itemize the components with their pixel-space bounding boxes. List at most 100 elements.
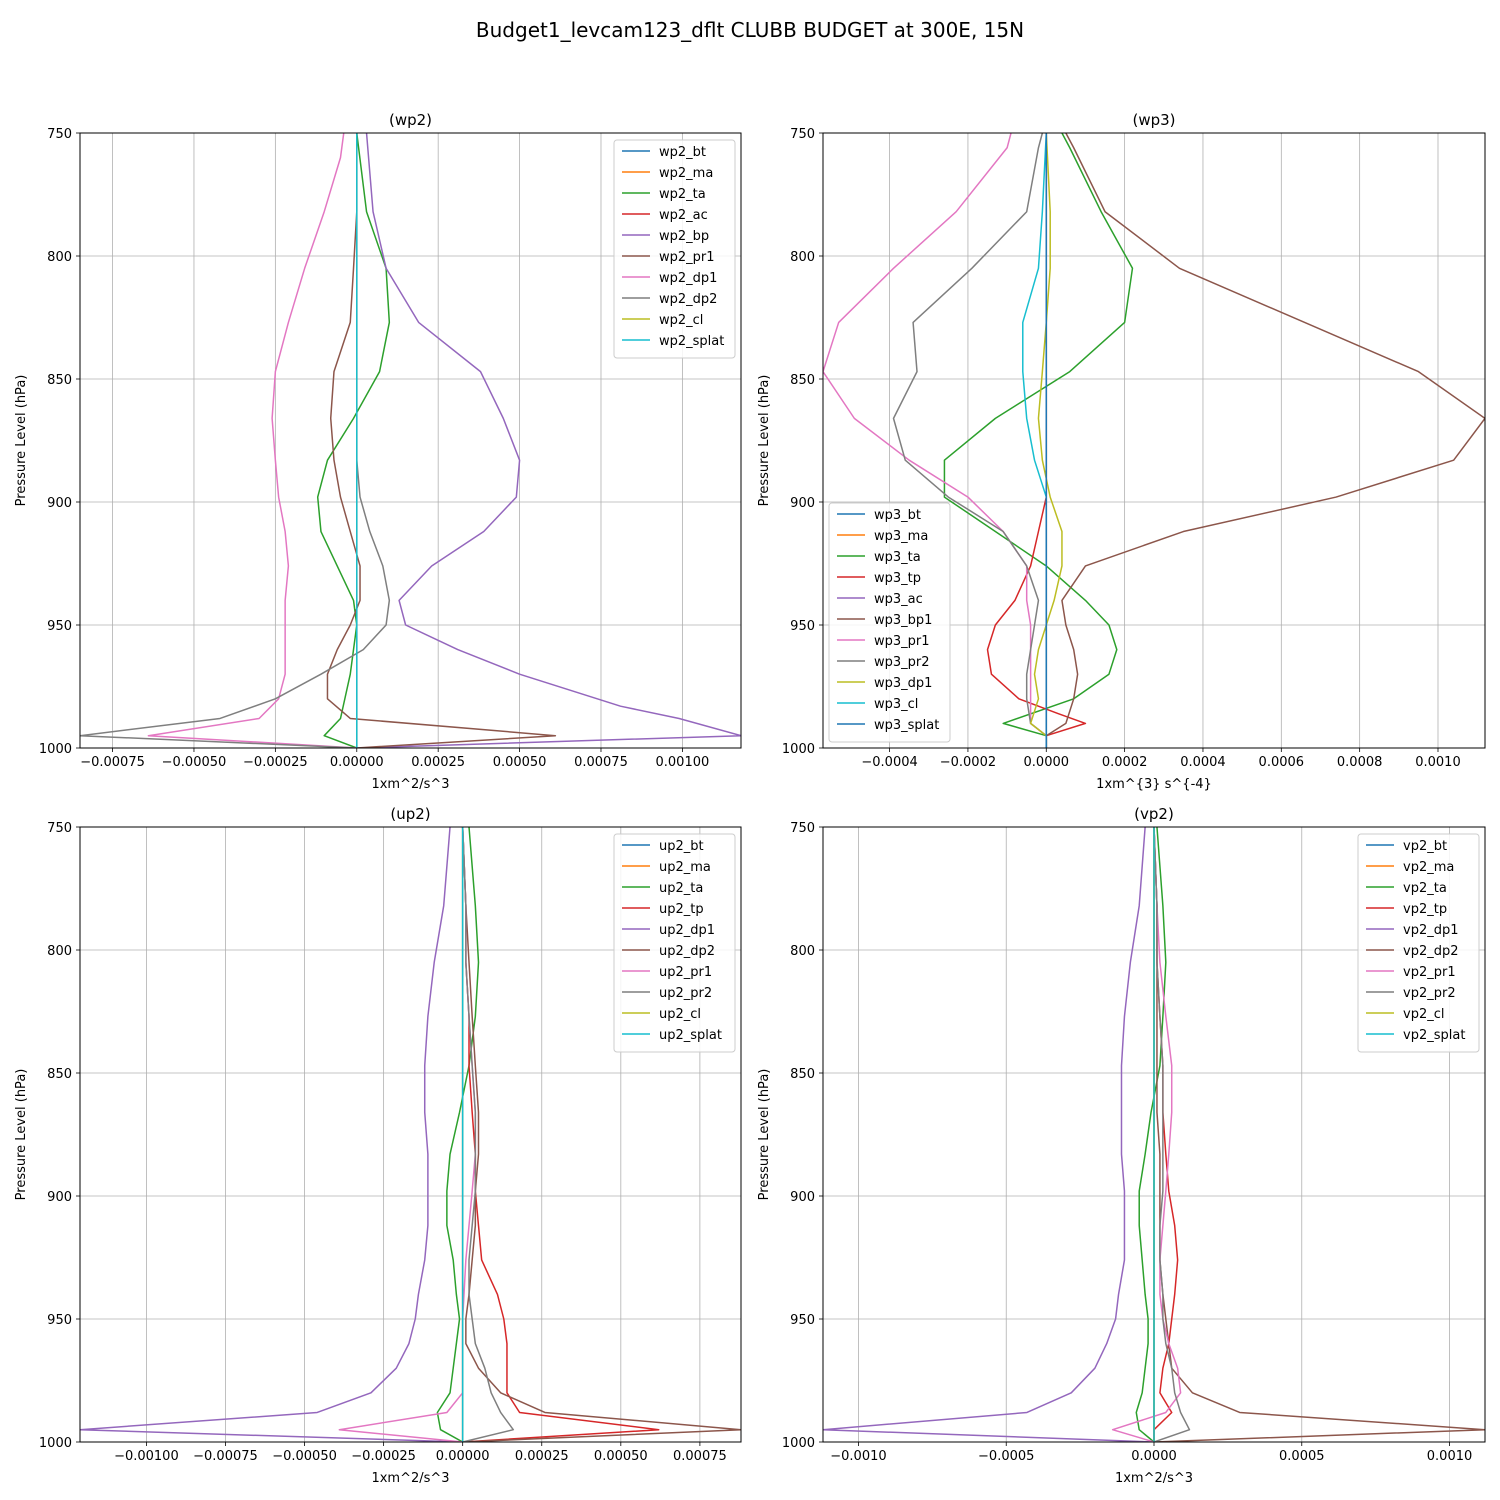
x-axis-label: 1xm^2/s^3 bbox=[371, 1471, 449, 1486]
y-tick-label: 900 bbox=[47, 1190, 72, 1205]
panels-group: −0.00075 −0.00050 −0.00025 0.00000 0.00025 0.… bbox=[14, 111, 1486, 1486]
legend-label-wp3_pr1: wp3_pr1 bbox=[874, 634, 930, 649]
legend-label-up2_splat: up2_splat bbox=[659, 1028, 722, 1043]
x-tick-label: −0.00025 bbox=[243, 755, 308, 770]
axes-frame bbox=[79, 826, 742, 1443]
legend-label-up2_cl: up2_cl bbox=[659, 1007, 701, 1022]
series-line-wp2_dp1 bbox=[147, 133, 357, 748]
y-axis-label: Pressure Level (hPa) bbox=[14, 1069, 29, 1201]
series-line-up2_dp2 bbox=[461, 827, 741, 1442]
legend-label-wp2_ac: wp2_ac bbox=[659, 208, 708, 223]
x-tick-label: 0.0010 bbox=[1415, 755, 1461, 770]
y-axis-label: Pressure Level (hPa) bbox=[757, 1069, 772, 1201]
series-group bbox=[80, 827, 741, 1442]
legend-label-vp2_tp: vp2_tp bbox=[1403, 902, 1447, 917]
x-tick-label: −0.00075 bbox=[80, 755, 145, 770]
x-tick-label: 0.0002 bbox=[1102, 755, 1148, 770]
legend-label-wp2_pr1: wp2_pr1 bbox=[659, 250, 715, 265]
y-tick-label: 850 bbox=[790, 373, 815, 388]
x-tick-label: 0.00075 bbox=[574, 755, 628, 770]
legend-label-vp2_pr1: vp2_pr1 bbox=[1403, 965, 1456, 980]
series-line-vp2_dp1 bbox=[823, 827, 1155, 1442]
series-line-up2_ta bbox=[436, 827, 480, 1442]
x-tick-label: −0.00100 bbox=[114, 1449, 179, 1464]
series-group bbox=[823, 133, 1485, 748]
y-tick-label: 950 bbox=[790, 619, 815, 634]
legend-label-wp2_ta: wp2_ta bbox=[659, 187, 706, 202]
legend-label-wp2_dp2: wp2_dp2 bbox=[659, 292, 717, 307]
series-line-wp3_cl bbox=[1022, 133, 1048, 748]
x-axis-label: 1xm^{3} s^{-4} bbox=[1096, 777, 1212, 792]
y-tick-label: 900 bbox=[47, 496, 72, 511]
legend-label-wp2_ma: wp2_ma bbox=[659, 166, 713, 181]
x-tick-label: 0.0005 bbox=[1279, 1449, 1325, 1464]
y-tick-label: 1000 bbox=[39, 1436, 72, 1451]
x-tick-label: 0.00050 bbox=[594, 1449, 648, 1464]
legend-label-vp2_bt: vp2_bt bbox=[1403, 839, 1447, 854]
legend-label-wp2_dp1: wp2_dp1 bbox=[659, 271, 717, 286]
y-tick-label: 950 bbox=[47, 619, 72, 634]
chart-up2: −0.00100 −0.00075 −0.00050 −0.00025 0.00000 0… bbox=[14, 805, 742, 1486]
legend-label-wp2_cl: wp2_cl bbox=[659, 313, 703, 328]
x-tick-label: 0.0000 bbox=[1024, 755, 1070, 770]
x-tick-label: 0.00025 bbox=[515, 1449, 569, 1464]
series-group bbox=[823, 827, 1485, 1442]
x-tick-label: −0.00050 bbox=[162, 755, 227, 770]
x-tick-label: 0.00100 bbox=[656, 755, 710, 770]
x-axis-label: 1xm^2/s^3 bbox=[371, 777, 449, 792]
legend-frame bbox=[613, 833, 736, 1053]
series-line-vp2_pr2 bbox=[1153, 827, 1191, 1442]
legend-label-wp3_bt: wp3_bt bbox=[874, 508, 921, 523]
legend-label-up2_ta: up2_ta bbox=[659, 881, 703, 896]
axes-frame bbox=[822, 132, 1486, 749]
series-group bbox=[80, 133, 741, 748]
series-line-up2_pr2 bbox=[461, 827, 515, 1442]
y-tick-label: 850 bbox=[47, 373, 72, 388]
legend-label-vp2_ma: vp2_ma bbox=[1403, 860, 1454, 875]
y-tick-label: 950 bbox=[790, 1313, 815, 1328]
series-line-wp3_pr2 bbox=[892, 133, 1048, 748]
y-tick-label: 1000 bbox=[782, 1436, 815, 1451]
axes-frame bbox=[79, 132, 742, 749]
y-tick-label: 900 bbox=[790, 496, 815, 511]
chart-title: (vp2) bbox=[1134, 805, 1174, 823]
y-tick-label: 750 bbox=[47, 127, 72, 142]
x-tick-label: 0.00025 bbox=[411, 755, 465, 770]
legend-label-up2_bt: up2_bt bbox=[659, 839, 704, 854]
y-tick-label: 750 bbox=[790, 127, 815, 142]
y-tick-label: 1000 bbox=[782, 742, 815, 757]
y-tick-label: 850 bbox=[790, 1067, 815, 1082]
legend-label-wp3_bp1: wp3_bp1 bbox=[874, 613, 932, 628]
x-tick-label: 0.0010 bbox=[1427, 1449, 1473, 1464]
legend-label-vp2_dp2: vp2_dp2 bbox=[1403, 944, 1459, 959]
legend-label-wp2_bt: wp2_bt bbox=[659, 145, 706, 160]
y-tick-label: 950 bbox=[47, 1313, 72, 1328]
series-line-wp2_pr1 bbox=[326, 133, 557, 748]
y-axis-label: Pressure Level (hPa) bbox=[14, 375, 29, 507]
legend-label-vp2_cl: vp2_cl bbox=[1403, 1007, 1444, 1022]
legend-label-up2_dp1: up2_dp1 bbox=[659, 923, 715, 938]
x-tick-label: −0.0010 bbox=[830, 1449, 886, 1464]
y-tick-label: 800 bbox=[47, 250, 72, 265]
chart-title: (up2) bbox=[390, 805, 430, 823]
x-tick-label: −0.00075 bbox=[193, 1449, 258, 1464]
y-tick-label: 800 bbox=[47, 944, 72, 959]
x-tick-label: 0.0006 bbox=[1259, 755, 1305, 770]
y-tick-label: 750 bbox=[47, 821, 72, 836]
x-tick-label: 0.00000 bbox=[436, 1449, 490, 1464]
x-tick-label: 0.00050 bbox=[493, 755, 547, 770]
legend-label-wp3_pr2: wp3_pr2 bbox=[874, 655, 930, 670]
legend-frame bbox=[1357, 833, 1480, 1053]
legend-frame bbox=[613, 139, 736, 359]
legend-label-wp2_bp: wp2_bp bbox=[659, 229, 709, 244]
x-axis-label: 1xm^2/s^3 bbox=[1115, 1471, 1193, 1486]
y-tick-label: 800 bbox=[790, 944, 815, 959]
legend-label-up2_dp2: up2_dp2 bbox=[659, 944, 715, 959]
legend-label-wp3_tp: wp3_tp bbox=[874, 571, 921, 586]
x-tick-label: −0.00050 bbox=[272, 1449, 337, 1464]
x-tick-label: 0.0008 bbox=[1337, 755, 1383, 770]
legend: vp2_bt vp2_ma vp2_ta vp2_tp vp2_dp1 vp2_dp2vp… bbox=[1357, 833, 1480, 1053]
x-tick-label: −0.0005 bbox=[978, 1449, 1034, 1464]
